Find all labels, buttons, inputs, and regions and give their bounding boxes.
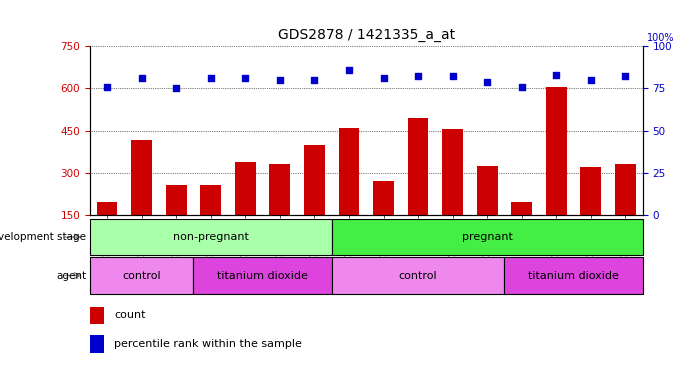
Bar — [504, 257, 643, 294]
Bar — [97, 202, 117, 257]
Bar — [269, 164, 290, 257]
Point — [447, 73, 458, 79]
Text: development stage: development stage — [0, 232, 86, 242]
Point — [343, 67, 354, 73]
Text: titanium dioxide: titanium dioxide — [217, 270, 308, 281]
Point — [274, 77, 285, 83]
Bar — [339, 128, 359, 257]
Bar — [332, 257, 504, 294]
Bar — [615, 164, 636, 257]
Bar — [90, 335, 104, 353]
Point — [136, 75, 147, 81]
Text: count: count — [114, 310, 146, 320]
Text: pregnant: pregnant — [462, 232, 513, 242]
Bar — [546, 87, 567, 257]
Point — [551, 72, 562, 78]
Bar — [332, 219, 643, 255]
Point — [309, 77, 320, 83]
Bar — [580, 167, 601, 257]
Bar — [511, 202, 532, 257]
Bar — [90, 257, 193, 294]
Text: control: control — [122, 270, 161, 281]
Bar — [408, 118, 428, 257]
Bar — [442, 129, 463, 257]
Text: percentile rank within the sample: percentile rank within the sample — [114, 339, 302, 349]
Point — [516, 84, 527, 90]
Point — [620, 73, 631, 79]
Bar — [235, 162, 256, 257]
Point — [205, 75, 216, 81]
Point — [240, 75, 251, 81]
Bar — [200, 185, 221, 257]
Bar — [304, 145, 325, 257]
Point — [378, 75, 389, 81]
Text: non-pregnant: non-pregnant — [173, 232, 249, 242]
Point — [171, 85, 182, 91]
Point — [482, 78, 493, 84]
Point — [102, 84, 113, 90]
Text: 100%: 100% — [647, 33, 674, 43]
Point — [413, 73, 424, 79]
Bar — [90, 307, 104, 324]
Text: control: control — [399, 270, 437, 281]
Text: titanium dioxide: titanium dioxide — [528, 270, 619, 281]
Bar — [131, 141, 152, 257]
Bar — [477, 166, 498, 257]
Bar — [193, 257, 332, 294]
Title: GDS2878 / 1421335_a_at: GDS2878 / 1421335_a_at — [278, 28, 455, 42]
Bar — [166, 185, 187, 257]
Bar — [373, 181, 394, 257]
Bar — [90, 219, 332, 255]
Point — [585, 77, 596, 83]
Text: agent: agent — [56, 270, 86, 281]
